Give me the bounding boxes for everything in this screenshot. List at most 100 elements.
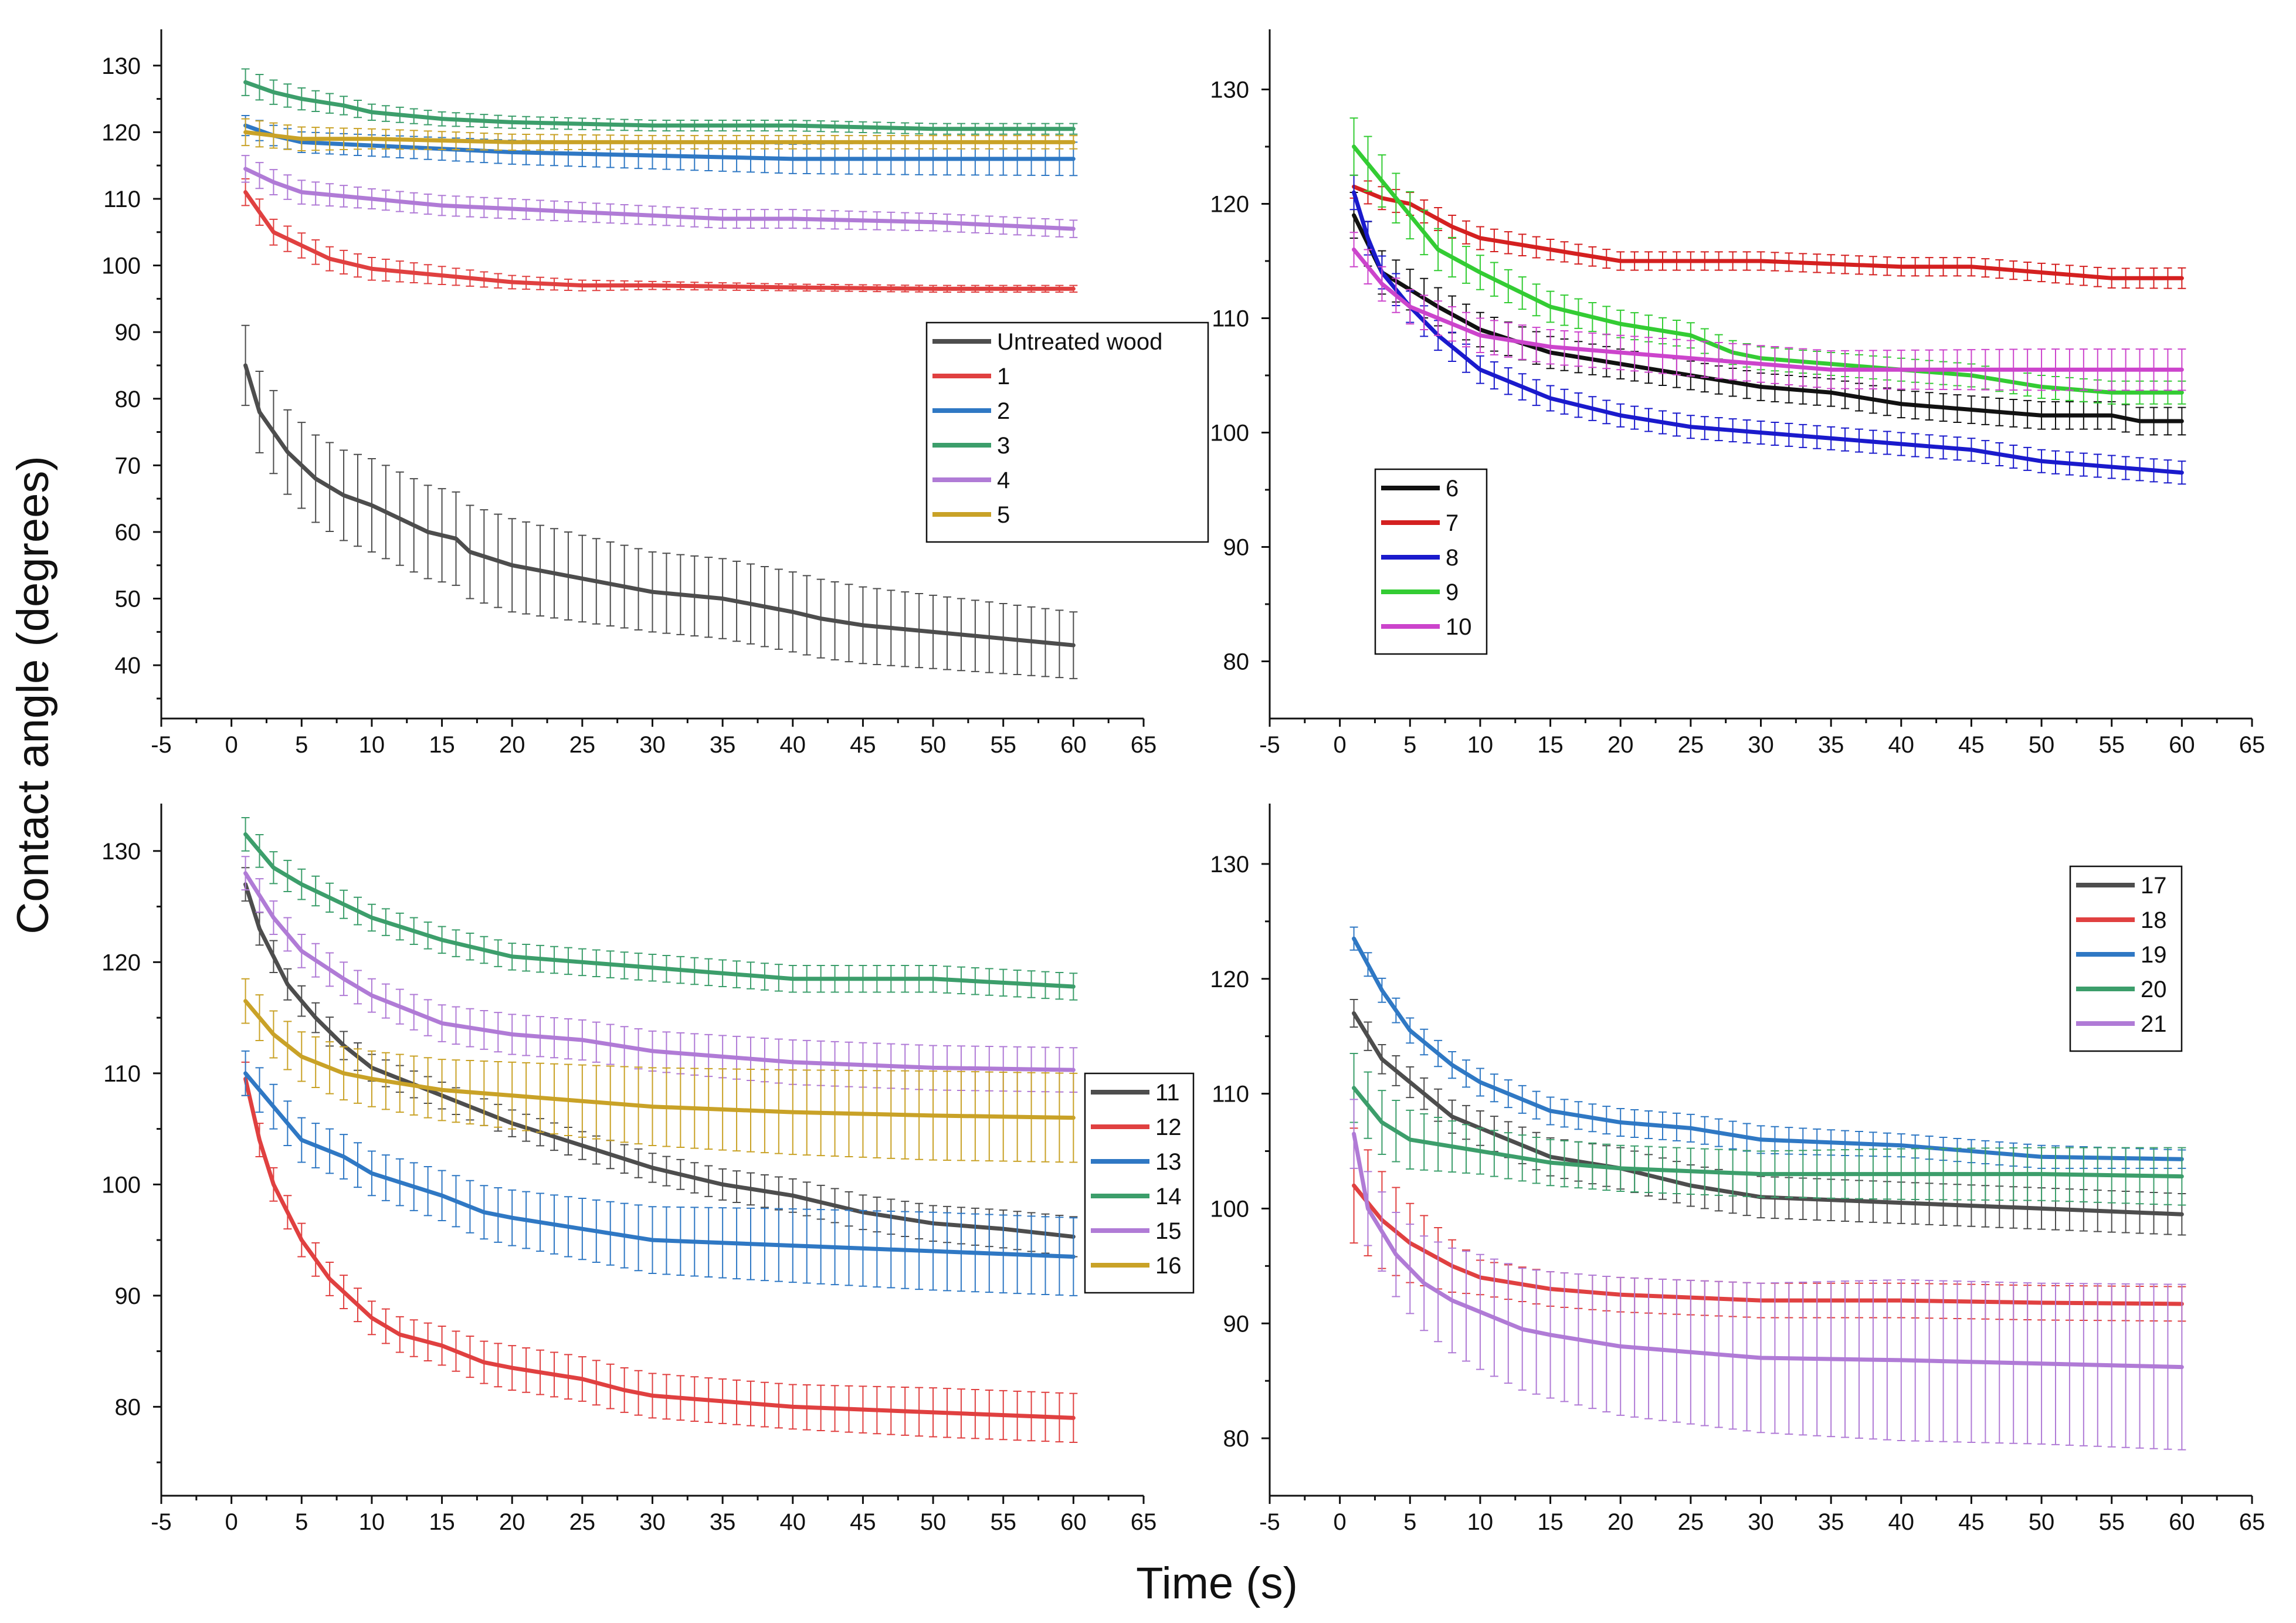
legend-label: Untreated wood (997, 329, 1162, 355)
legend-label: 9 (1446, 580, 1459, 605)
x-tick-label: 0 (1334, 732, 1347, 758)
series-line (1352, 1131, 2184, 1370)
x-tick-label: 40 (780, 732, 806, 758)
x-tick-label: 60 (2169, 1509, 2195, 1535)
series-4 (241, 155, 1078, 238)
series-line (1352, 1086, 2184, 1179)
y-tick-label: 110 (103, 187, 141, 212)
y-tick-label: 100 (101, 1172, 141, 1198)
x-tick-label: 10 (1467, 732, 1494, 758)
y-tick-label: 110 (1212, 306, 1249, 332)
chart-panel-bottom-left: -5 0 5 10 15 20 25 30 35 40 45 50 55 60 65 80 90 100 110 12… (101, 804, 1195, 1535)
y-tick-label: 100 (101, 253, 141, 279)
y-tick-label: 130 (101, 839, 141, 865)
series-untreated-wood (241, 324, 1078, 679)
x-tick-label: 40 (1888, 732, 1915, 758)
series-21 (1349, 1099, 2186, 1451)
chart-panel-top-right: -5 0 5 10 15 20 25 30 35 40 45 50 55 60 65 80 90 100 110 12… (1210, 29, 2265, 758)
x-tick-label: 15 (429, 732, 455, 758)
series-11 (241, 867, 1078, 1258)
legend-label: 16 (1155, 1253, 1182, 1279)
series-line (243, 130, 1076, 144)
series-line (1352, 144, 2184, 395)
legend-label: 15 (1155, 1218, 1182, 1244)
x-tick-label: 20 (499, 732, 525, 758)
y-tick-label: 60 (115, 520, 141, 545)
series-line (243, 1071, 1076, 1259)
y-tick-label: 90 (115, 320, 141, 345)
x-tick-label: 35 (1818, 732, 1844, 758)
x-tick-label: 60 (1060, 732, 1087, 758)
x-tick-label: 35 (710, 732, 736, 758)
series-line (1352, 190, 2184, 475)
x-tick-label: -5 (1259, 1509, 1280, 1535)
series-line (243, 167, 1076, 231)
y-tick-label: 80 (115, 387, 141, 412)
x-tick-label: 50 (920, 732, 947, 758)
y-tick-label: 120 (1210, 192, 1249, 218)
series-6 (1349, 192, 2186, 436)
x-tick-label: 45 (850, 732, 876, 758)
x-tick-label: 65 (2239, 732, 2266, 758)
legend-label: 10 (1446, 614, 1472, 640)
y-tick-label: 120 (101, 120, 141, 145)
series-13 (241, 1050, 1078, 1296)
legend-label: 8 (1446, 545, 1459, 571)
legend-label: 20 (2141, 977, 2167, 1002)
x-tick-label: 15 (1537, 732, 1564, 758)
x-tick-label: 50 (2029, 732, 2055, 758)
y-tick-label: 70 (115, 453, 141, 479)
x-tick-label: 20 (1607, 1509, 1634, 1535)
legend-box (2069, 865, 2183, 1052)
y-tick-label: 110 (1212, 1082, 1249, 1107)
x-tick-label: 5 (1403, 732, 1416, 758)
series-10 (1349, 232, 2186, 391)
legend-label: 11 (1155, 1080, 1180, 1106)
x-tick-label: 60 (1060, 1509, 1087, 1535)
figure-ylabel: Contact angle (degrees) (8, 456, 58, 934)
legend-label: 14 (1155, 1184, 1182, 1209)
series-line (243, 190, 1076, 291)
legend-label: 4 (997, 467, 1010, 493)
x-tick-label: 55 (990, 1509, 1016, 1535)
series-line (243, 999, 1076, 1120)
y-tick-label: 100 (1210, 1196, 1249, 1222)
y-tick-label: 80 (1223, 649, 1250, 675)
x-tick-label: 50 (2029, 1509, 2055, 1535)
series-14 (241, 816, 1078, 1001)
x-tick-label: 25 (1678, 1509, 1704, 1535)
legend-label: 5 (997, 502, 1010, 528)
x-tick-label: 30 (1748, 732, 1774, 758)
x-tick-label: 35 (1818, 1509, 1844, 1535)
x-tick-label: 55 (2098, 1509, 2125, 1535)
chart-panels: -5 0 5 10 15 20 25 30 35 40 45 50 55 60 65405060708090… (101, 29, 2265, 1535)
x-tick-label: 10 (359, 732, 385, 758)
y-tick-label: 130 (1210, 852, 1249, 877)
y-tick-label: 90 (1223, 1311, 1250, 1337)
x-tick-label: 45 (850, 1509, 876, 1535)
series-1 (241, 178, 1078, 293)
series-line (243, 871, 1076, 1072)
x-tick-label: 15 (429, 1509, 455, 1535)
legend: 17 18 19 20 21 (2069, 865, 2183, 1052)
x-tick-label: -5 (1259, 732, 1280, 758)
x-tick-label: 0 (225, 1509, 238, 1535)
x-tick-label: 5 (295, 1509, 308, 1535)
x-tick-label: 40 (1888, 1509, 1915, 1535)
series-9 (1349, 117, 2186, 405)
x-tick-label: 55 (990, 732, 1016, 758)
series-20 (1349, 1053, 2186, 1206)
x-tick-label: 10 (1467, 1509, 1494, 1535)
series-line (243, 363, 1076, 648)
series-line (1352, 936, 2184, 1161)
x-tick-label: 30 (639, 1509, 666, 1535)
series-8 (1349, 174, 2186, 485)
x-tick-label: 35 (710, 1509, 736, 1535)
series-line (243, 80, 1076, 131)
series-line (243, 1076, 1076, 1420)
x-tick-label: 65 (1131, 732, 1157, 758)
legend-label: 1 (997, 364, 1010, 389)
y-tick-label: 120 (1210, 967, 1249, 992)
x-tick-label: 25 (569, 732, 596, 758)
